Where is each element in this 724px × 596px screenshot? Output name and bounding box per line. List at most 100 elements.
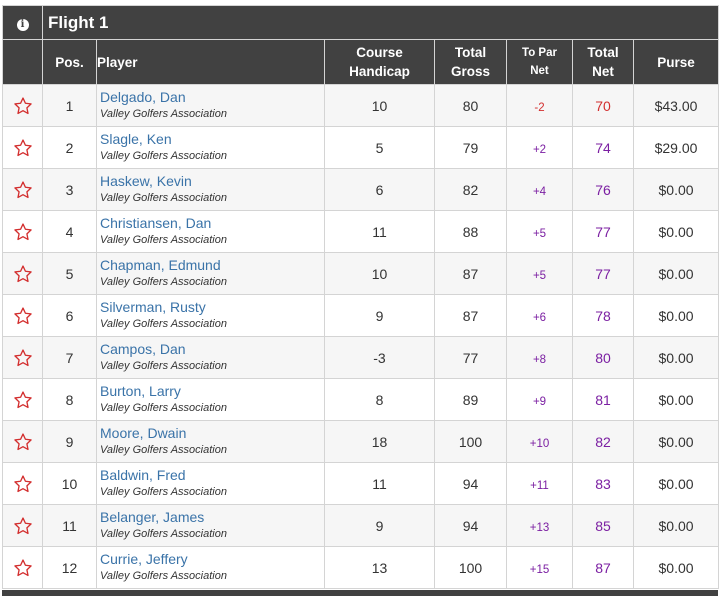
to-par-net-cell: +13 xyxy=(506,504,573,547)
to-par-net-value: +6 xyxy=(532,311,547,324)
to-par-net-value: +9 xyxy=(532,395,547,408)
table-row: 9 Moore, Dwain Valley Golfers Association 1… xyxy=(2,420,720,463)
position-cell: 5 xyxy=(42,252,97,295)
player-name-link[interactable]: Christiansen, Dan xyxy=(100,214,212,231)
player-name-link[interactable]: Haskew, Kevin xyxy=(100,172,192,189)
star-icon xyxy=(13,516,33,534)
favorite-star-button[interactable] xyxy=(2,336,43,379)
favorite-star-button[interactable] xyxy=(2,504,43,547)
player-name-link[interactable]: Slagle, Ken xyxy=(100,130,172,147)
position-cell: 1 xyxy=(42,84,97,127)
course-handicap-cell: 11 xyxy=(324,210,435,253)
player-cell: Haskew, Kevin Valley Golfers Association xyxy=(96,168,325,211)
favorite-star-button[interactable] xyxy=(2,420,43,463)
player-cell: Currie, Jeffery Valley Golfers Associatio… xyxy=(96,546,325,589)
player-association: Valley Golfers Association xyxy=(100,485,227,498)
player-name-link[interactable]: Chapman, Edmund xyxy=(100,256,221,273)
to-par-net-value: +11 xyxy=(530,479,549,492)
player-name-link[interactable]: Baldwin, Fred xyxy=(100,466,186,483)
player-name-link[interactable]: Moore, Dwain xyxy=(100,424,187,441)
player-name-link[interactable]: Campos, Dan xyxy=(100,340,186,357)
course-handicap-cell: 6 xyxy=(324,168,435,211)
position-cell: 7 xyxy=(42,336,97,379)
to-par-net-cell: +5 xyxy=(506,252,573,295)
player-name-link[interactable]: Currie, Jeffery xyxy=(100,550,188,567)
table-row: 3 Haskew, Kevin Valley Golfers Association… xyxy=(2,168,720,211)
position-cell: 6 xyxy=(42,294,97,337)
total-net-cell: 76 xyxy=(572,168,634,211)
position-cell: 10 xyxy=(42,462,97,505)
table-row: 8 Burton, Larry Valley Golfers Association… xyxy=(2,378,720,421)
flight-info-button[interactable]: i xyxy=(2,5,43,40)
player-cell: Chapman, Edmund Valley Golfers Associatio… xyxy=(96,252,325,295)
table-row: 10 Baldwin, Fred Valley Golfers Associatio… xyxy=(2,462,720,505)
favorite-star-button[interactable] xyxy=(2,126,43,169)
total-net-column-header[interactable]: Total Net xyxy=(572,39,634,85)
player-association: Valley Golfers Association xyxy=(100,527,227,540)
player-association: Valley Golfers Association xyxy=(100,317,227,330)
total-gross-cell: 88 xyxy=(434,210,507,253)
purse-cell: $0.00 xyxy=(632,378,720,421)
total-gross-cell: 77 xyxy=(434,336,507,379)
course-handicap-column-header[interactable]: Course Handicap xyxy=(324,39,435,85)
player-name-link[interactable]: Burton, Larry xyxy=(100,382,181,399)
position-cell: 9 xyxy=(42,420,97,463)
position-cell: 3 xyxy=(42,168,97,211)
total-gross-cell: 100 xyxy=(434,420,507,463)
player-cell: Belanger, James Valley Golfers Associatio… xyxy=(96,504,325,547)
to-par-net-value: +5 xyxy=(532,269,547,282)
favorite-star-button[interactable] xyxy=(2,252,43,295)
purse-cell: $29.00 xyxy=(632,126,720,169)
favorite-star-button[interactable] xyxy=(2,546,43,589)
favorite-star-button[interactable] xyxy=(2,84,43,127)
to-par-net-value: +2 xyxy=(532,143,547,156)
course-handicap-cell: 11 xyxy=(324,462,435,505)
course-handicap-cell: 8 xyxy=(324,378,435,421)
favorite-star-button[interactable] xyxy=(2,294,43,337)
player-association: Valley Golfers Association xyxy=(100,569,227,582)
table-row: 2 Slagle, Ken Valley Golfers Association 5 7… xyxy=(2,126,720,169)
position-cell: 4 xyxy=(42,210,97,253)
table-row: 5 Chapman, Edmund Valley Golfers Associati… xyxy=(2,252,720,295)
favorite-star-button[interactable] xyxy=(2,378,43,421)
player-column-header[interactable]: Player xyxy=(96,39,325,85)
to-par-net-cell: +2 xyxy=(506,126,573,169)
to-par-net-value: -2 xyxy=(534,101,545,114)
star-icon xyxy=(13,264,33,282)
purse-column-header[interactable]: Purse xyxy=(632,39,720,85)
favorite-star-button[interactable] xyxy=(2,462,43,505)
player-name-link[interactable]: Belanger, James xyxy=(100,508,205,525)
course-handicap-cell: 13 xyxy=(324,546,435,589)
player-name-link[interactable]: Delgado, Dan xyxy=(100,88,186,105)
to-par-net-value: +13 xyxy=(529,521,550,534)
to-par-net-cell: +10 xyxy=(506,420,573,463)
player-association: Valley Golfers Association xyxy=(100,359,227,372)
star-icon xyxy=(13,474,33,492)
total-gross-column-header[interactable]: Total Gross xyxy=(434,39,507,85)
total-net-cell: 81 xyxy=(572,378,634,421)
player-cell: Delgado, Dan Valley Golfers Association xyxy=(96,84,325,127)
player-cell: Moore, Dwain Valley Golfers Association xyxy=(96,420,325,463)
favorite-star-button[interactable] xyxy=(2,168,43,211)
star-icon xyxy=(13,138,33,156)
to-par-net-value: +4 xyxy=(532,185,547,198)
table-row: 12 Currie, Jeffery Valley Golfers Associat… xyxy=(2,546,720,589)
to-par-net-cell: +6 xyxy=(506,294,573,337)
total-net-cell: 74 xyxy=(572,126,634,169)
course-handicap-cell: 10 xyxy=(324,252,435,295)
to-par-net-cell: +4 xyxy=(506,168,573,211)
to-par-net-value: +5 xyxy=(532,227,547,240)
purse-cell: $0.00 xyxy=(632,168,720,211)
player-name-link[interactable]: Silverman, Rusty xyxy=(100,298,206,315)
table-row: 6 Silverman, Rusty Valley Golfers Associat… xyxy=(2,294,720,337)
table-row: 4 Christiansen, Dan Valley Golfers Associa… xyxy=(2,210,720,253)
position-cell: 8 xyxy=(42,378,97,421)
favorite-star-button[interactable] xyxy=(2,210,43,253)
player-association: Valley Golfers Association xyxy=(100,149,227,162)
to-par-net-column-header[interactable]: To Par Net xyxy=(506,39,573,85)
star-icon xyxy=(13,96,33,114)
pos-column-header[interactable]: Pos. xyxy=(42,39,97,85)
player-cell: Christiansen, Dan Valley Golfers Associat… xyxy=(96,210,325,253)
total-gross-cell: 89 xyxy=(434,378,507,421)
to-par-net-cell: +8 xyxy=(506,336,573,379)
